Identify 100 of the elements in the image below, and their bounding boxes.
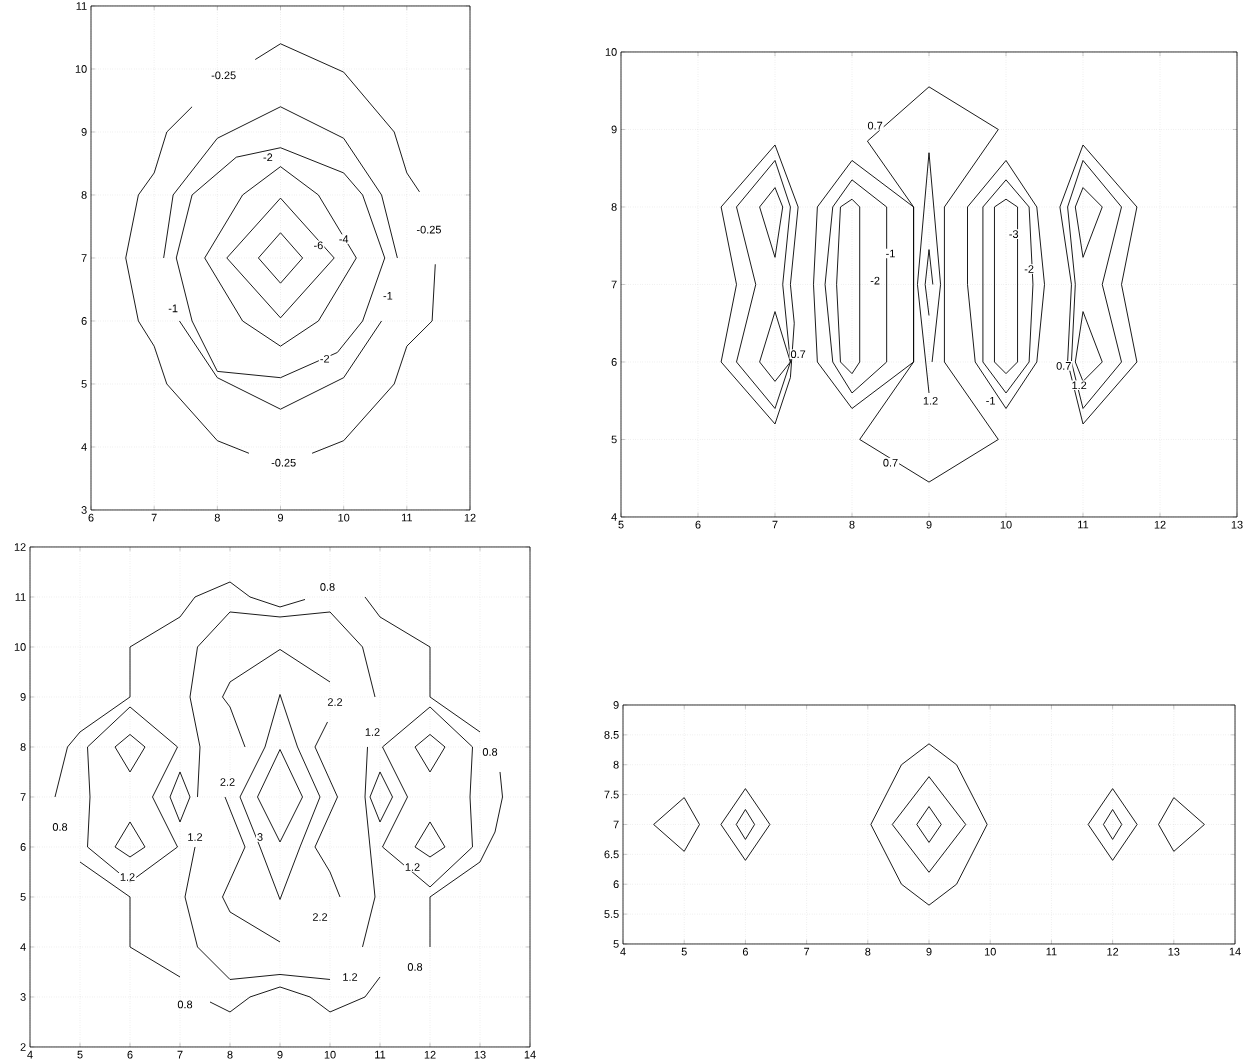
x-tick-label: 10: [984, 947, 996, 956]
y-tick-label: 9: [20, 693, 26, 701]
y-tick-label: 8: [613, 760, 619, 769]
x-tick-label: 11: [1078, 520, 1089, 529]
x-tick-label: 12: [424, 1050, 436, 1059]
x-tick-label: 8: [227, 1050, 233, 1059]
y-tick-label: 7.5: [604, 790, 619, 799]
annotation: -1: [168, 304, 178, 313]
annotation: 0.7: [1056, 361, 1071, 370]
annotation: -0.25: [271, 458, 296, 467]
annotation: 0.8: [320, 583, 335, 591]
x-tick-label: 8: [849, 520, 855, 529]
annotation: 2.2: [327, 698, 343, 706]
y-tick-label: 7: [611, 280, 617, 289]
x-tick-label: 9: [926, 947, 932, 956]
annotation: -1: [383, 292, 393, 300]
x-tick-label: 8: [865, 947, 871, 956]
x-tick-label: 6: [695, 520, 701, 529]
annotation: -3: [1009, 230, 1019, 238]
y-tick-label: 9: [81, 128, 87, 136]
x-tick-label: 7: [177, 1050, 183, 1059]
y-tick-label: 5: [611, 435, 617, 444]
x-tick-label: 7: [151, 513, 157, 522]
y-tick-label: 5: [81, 380, 87, 388]
x-tick-label: 14: [524, 1050, 536, 1059]
x-tick-label: 13: [1168, 947, 1180, 956]
y-tick-label: 6.5: [604, 850, 619, 859]
annotation: -1: [986, 396, 995, 405]
x-tick-label: 9: [277, 1050, 283, 1059]
annotation: 1.2: [188, 833, 203, 841]
annotation: 0.7: [790, 350, 806, 359]
x-tick-label: 14: [1229, 947, 1241, 956]
y-tick-label: 5.5: [604, 910, 619, 918]
annotation: -2: [263, 153, 273, 162]
x-tick-label: 6: [127, 1050, 133, 1059]
x-tick-label: 12: [1107, 947, 1119, 956]
y-tick-label: 8: [81, 191, 87, 199]
x-tick-label: 10: [338, 513, 350, 522]
x-tick-label: 7: [772, 520, 778, 529]
y-tick-label: 6: [611, 358, 617, 366]
annotation: 1.2: [365, 728, 380, 736]
x-tick-label: 7: [804, 947, 810, 956]
y-tick-label: 6: [613, 880, 619, 889]
y-tick-label: 10: [75, 65, 87, 73]
x-tick-label: 9: [277, 513, 284, 522]
y-tick-label: 3: [81, 506, 87, 514]
annotation: 0.8: [482, 748, 498, 756]
x-tick-label: 12: [464, 513, 476, 522]
annotation: 0.7: [867, 121, 883, 130]
x-tick-label: 13: [474, 1050, 486, 1059]
annotation: 2.2: [312, 913, 328, 921]
annotation: 1.2: [1072, 381, 1087, 390]
y-tick-label: 7: [613, 820, 619, 829]
x-tick-label: 11: [401, 513, 412, 522]
x-tick-label: 11: [375, 1050, 386, 1059]
x-tick-label: 10: [1000, 520, 1012, 529]
x-tick-label: 9: [926, 520, 932, 529]
annotation: 0.8: [407, 963, 423, 971]
y-tick-label: 9: [611, 125, 617, 134]
annotation: 3: [257, 833, 263, 841]
y-tick-label: 11: [15, 593, 26, 601]
x-tick-label: 5: [681, 947, 687, 956]
y-tick-label: 5: [613, 940, 619, 948]
annotation: -4: [339, 235, 349, 243]
y-tick-label: 3: [20, 993, 26, 1001]
y-tick-label: 6: [81, 317, 87, 325]
annotation: 1.2: [120, 873, 135, 881]
annotation: -2: [1024, 265, 1034, 273]
y-tick-label: 8: [611, 203, 617, 211]
x-tick-label: 4: [620, 947, 626, 956]
annotation: 1.2: [405, 863, 420, 871]
x-tick-label: 6: [88, 513, 94, 522]
y-tick-label: 10: [14, 643, 26, 651]
annotation: 1.2: [343, 973, 358, 981]
y-tick-label: 2: [20, 1043, 26, 1051]
annotation: 0.8: [177, 1000, 193, 1009]
x-tick-label: 10: [324, 1050, 336, 1059]
x-tick-label: 6: [742, 947, 748, 956]
y-tick-label: 5: [20, 893, 26, 901]
annotation: -1: [886, 249, 895, 258]
y-tick-label: 7: [20, 793, 26, 801]
y-tick-label: 8.5: [604, 730, 619, 739]
y-tick-label: 11: [76, 2, 87, 10]
x-tick-label: 12: [1154, 520, 1166, 529]
annotation: -6: [314, 241, 323, 250]
annotation: -2: [320, 354, 330, 363]
x-tick-label: 11: [1046, 947, 1057, 956]
annotation: 0.8: [52, 823, 68, 831]
annotation: 1.2: [923, 396, 938, 405]
y-tick-label: 7: [81, 254, 87, 262]
x-tick-label: 4: [27, 1050, 33, 1059]
annotation: -2: [870, 276, 880, 285]
annotation: 0.7: [883, 458, 898, 467]
annotation: 2.2: [220, 778, 235, 786]
y-tick-label: 8: [20, 743, 26, 751]
y-tick-label: 4: [81, 443, 87, 451]
y-tick-label: 9: [613, 701, 619, 709]
x-tick-label: 13: [1231, 520, 1243, 529]
y-tick-label: 12: [14, 543, 26, 551]
annotation: -0.25: [416, 225, 441, 234]
